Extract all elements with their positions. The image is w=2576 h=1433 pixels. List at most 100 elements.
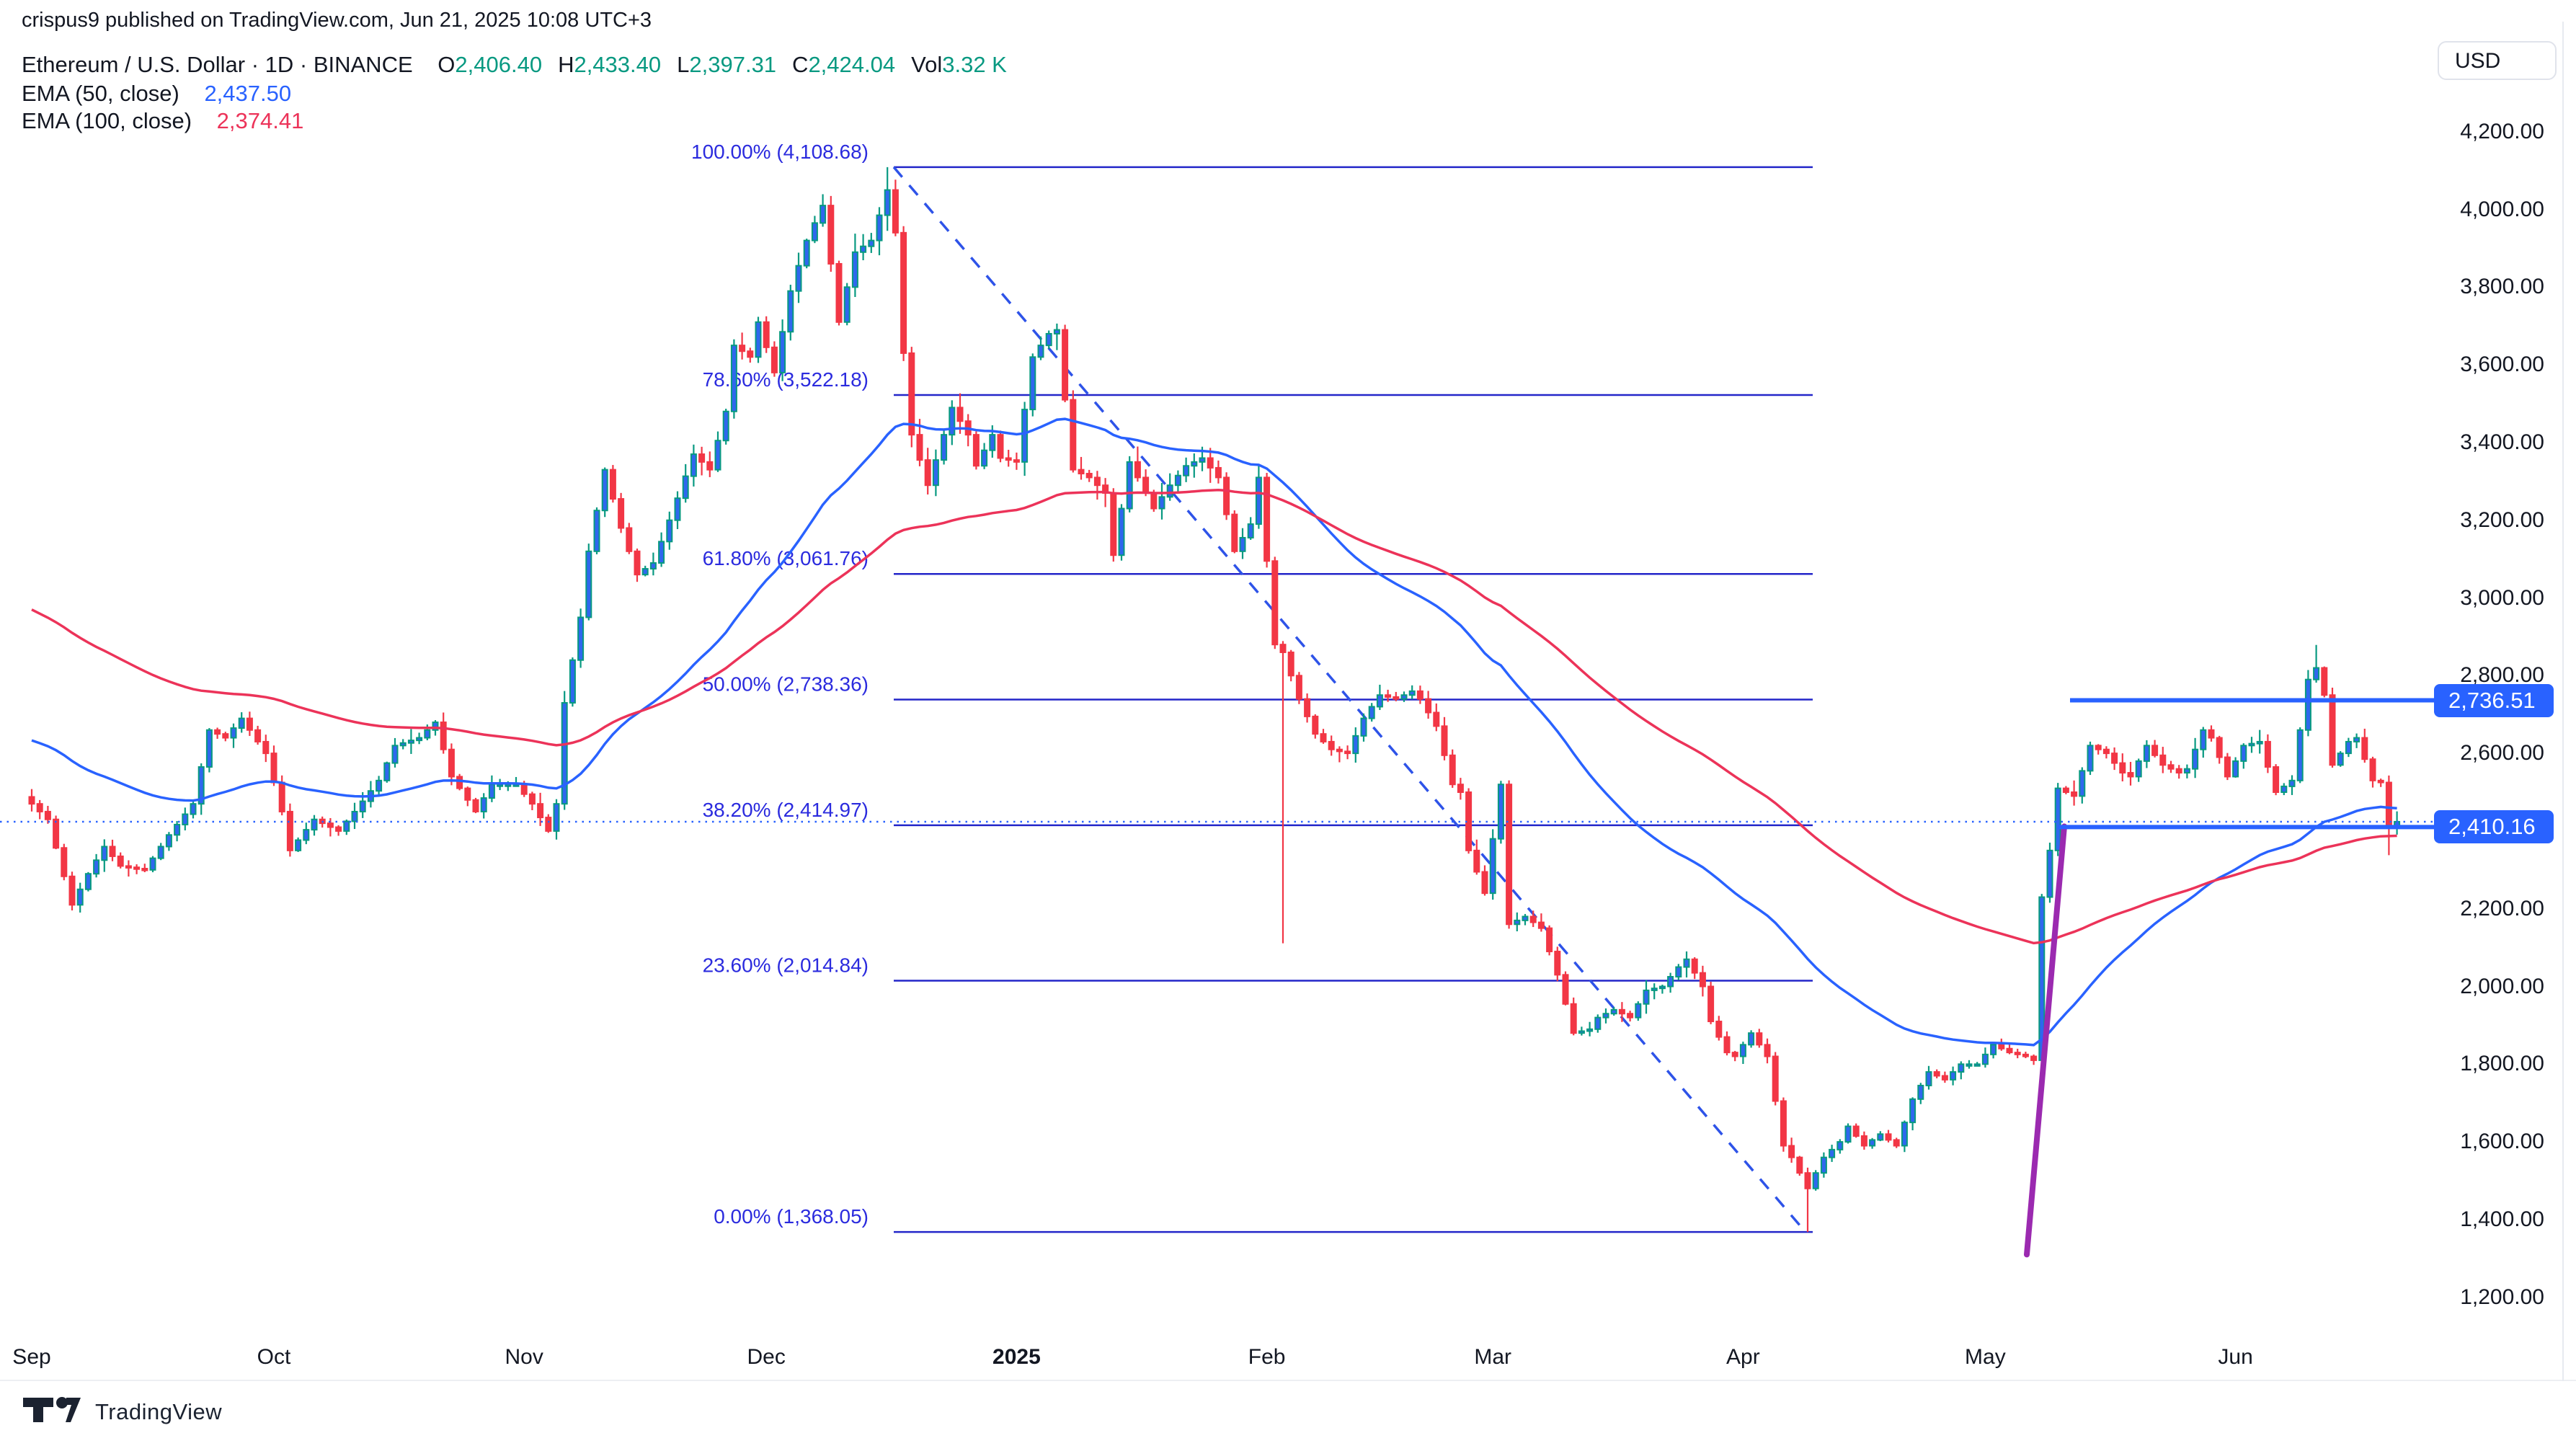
time-axis-label[interactable]: Jun	[2218, 1345, 2253, 1369]
candle-body	[1393, 696, 1400, 700]
candle-body	[1029, 356, 1036, 411]
candle-body	[197, 766, 205, 805]
candle-body	[2071, 791, 2078, 797]
candle-body	[537, 803, 544, 819]
candle-body	[1796, 1156, 1803, 1174]
candle-body	[1756, 1032, 1763, 1046]
price-tick-label: 3,400.00	[2460, 430, 2544, 454]
candle-body	[1772, 1055, 1779, 1102]
candle-body	[1731, 1052, 1738, 1057]
candle-body	[254, 729, 262, 742]
candle-body	[1441, 725, 1448, 756]
fib-level-label: 38.20% (2,414.97)	[703, 799, 869, 821]
bottom-separator-line	[0, 1380, 2576, 1381]
candle-body	[908, 352, 915, 436]
candle-body	[246, 717, 253, 731]
time-axis-label[interactable]: Sep	[12, 1345, 51, 1369]
time-axis-label[interactable]: Feb	[1248, 1345, 1286, 1369]
time-axis-label[interactable]: Nov	[505, 1345, 543, 1369]
time-axis-label[interactable]: Mar	[1474, 1345, 1512, 1369]
candle-body	[165, 834, 172, 848]
candle-body	[1643, 989, 1650, 1005]
candle-body	[1635, 1003, 1642, 1019]
ema100-legend-row[interactable]: EMA (100, close) 2,374.41	[22, 108, 303, 134]
candle-body	[851, 251, 858, 288]
candle-body	[1295, 675, 1302, 700]
candle-body	[577, 616, 585, 661]
candle-body	[690, 453, 697, 477]
time-axis-label[interactable]: 2025	[992, 1345, 1041, 1369]
candle-body	[2183, 768, 2190, 774]
time-axis-label[interactable]: Apr	[1726, 1345, 1760, 1369]
candle-body	[1554, 950, 1561, 976]
candle-body	[1142, 476, 1150, 494]
candle-body	[1675, 966, 1682, 978]
candle-body	[876, 214, 883, 241]
candle-body	[1764, 1044, 1771, 1057]
purple-trend-line[interactable]	[2024, 823, 2067, 1258]
candle-body	[1780, 1100, 1787, 1147]
candle-body	[2062, 787, 2069, 793]
candle-body	[820, 205, 827, 224]
candle-body	[351, 810, 358, 822]
candle-body	[1449, 754, 1456, 786]
fib-dashed-trendline[interactable]	[892, 166, 1807, 1233]
ema50-line	[31, 417, 2397, 1047]
candle-body	[585, 550, 592, 618]
candle-body	[1385, 694, 1392, 698]
symbol-title: Ethereum / U.S. Dollar · 1D · BINANCE	[22, 52, 413, 77]
price-level-bubble[interactable]: 2,410.16	[2434, 810, 2554, 844]
candle-body	[2361, 737, 2368, 760]
candle-body	[1715, 1021, 1723, 1038]
candle-body	[1877, 1133, 1884, 1141]
candle-body	[2175, 768, 2182, 774]
candle-body	[424, 729, 431, 739]
ema50-label: EMA (50, close)	[22, 81, 179, 106]
candle-body	[1852, 1125, 1860, 1137]
time-axis-label[interactable]: Dec	[747, 1345, 786, 1369]
price-tick-label: 2,800.00	[2460, 663, 2544, 688]
candle-body	[2329, 694, 2336, 766]
candle-body	[2264, 740, 2271, 768]
candle-body	[1506, 784, 1513, 926]
candle-body	[125, 865, 132, 869]
candle-body	[2054, 787, 2061, 851]
candle-body	[416, 737, 423, 742]
candle-body	[190, 803, 197, 815]
candle-body	[779, 331, 786, 373]
ema50-legend-row[interactable]: EMA (50, close) 2,437.50	[22, 81, 291, 107]
tradingview-logo-text: TradingView	[95, 1398, 223, 1424]
candle-body	[892, 189, 899, 234]
candle-body	[343, 820, 350, 832]
price-level-bubble[interactable]: 2,736.51	[2434, 683, 2554, 717]
candle-body	[2385, 781, 2392, 828]
candle-body	[1118, 507, 1125, 556]
attribution-text: crispus9 published on TradingView.com, J…	[22, 9, 652, 32]
candle-body	[2224, 756, 2231, 778]
currency-button[interactable]: USD	[2438, 41, 2557, 80]
candle-body	[916, 434, 923, 461]
price-tick-label: 2,600.00	[2460, 741, 2544, 766]
candle-body	[609, 469, 616, 500]
candle-body	[2127, 772, 2134, 778]
candle-body	[884, 189, 891, 216]
tradingview-logo[interactable]: TradingView	[22, 1396, 222, 1428]
candle-body	[545, 817, 552, 832]
time-axis-label[interactable]: Oct	[257, 1345, 291, 1369]
candle-body	[698, 453, 706, 463]
right-border-line	[2562, 22, 2564, 1381]
candle-body	[1497, 784, 1504, 840]
symbol-legend-row[interactable]: Ethereum / U.S. Dollar · 1D · BINANCE O2…	[22, 52, 1023, 78]
candle-body	[464, 787, 471, 801]
candle-body	[1021, 409, 1029, 463]
candle-body	[932, 459, 939, 487]
candle-body	[2296, 729, 2304, 781]
candle-body	[1174, 474, 1181, 487]
candle-body	[1901, 1122, 1908, 1147]
candle-body	[472, 799, 479, 812]
candle-body	[359, 800, 366, 812]
candle-body	[2102, 748, 2110, 755]
time-axis-label[interactable]: May	[1965, 1345, 2006, 1369]
candle-body	[149, 857, 156, 871]
